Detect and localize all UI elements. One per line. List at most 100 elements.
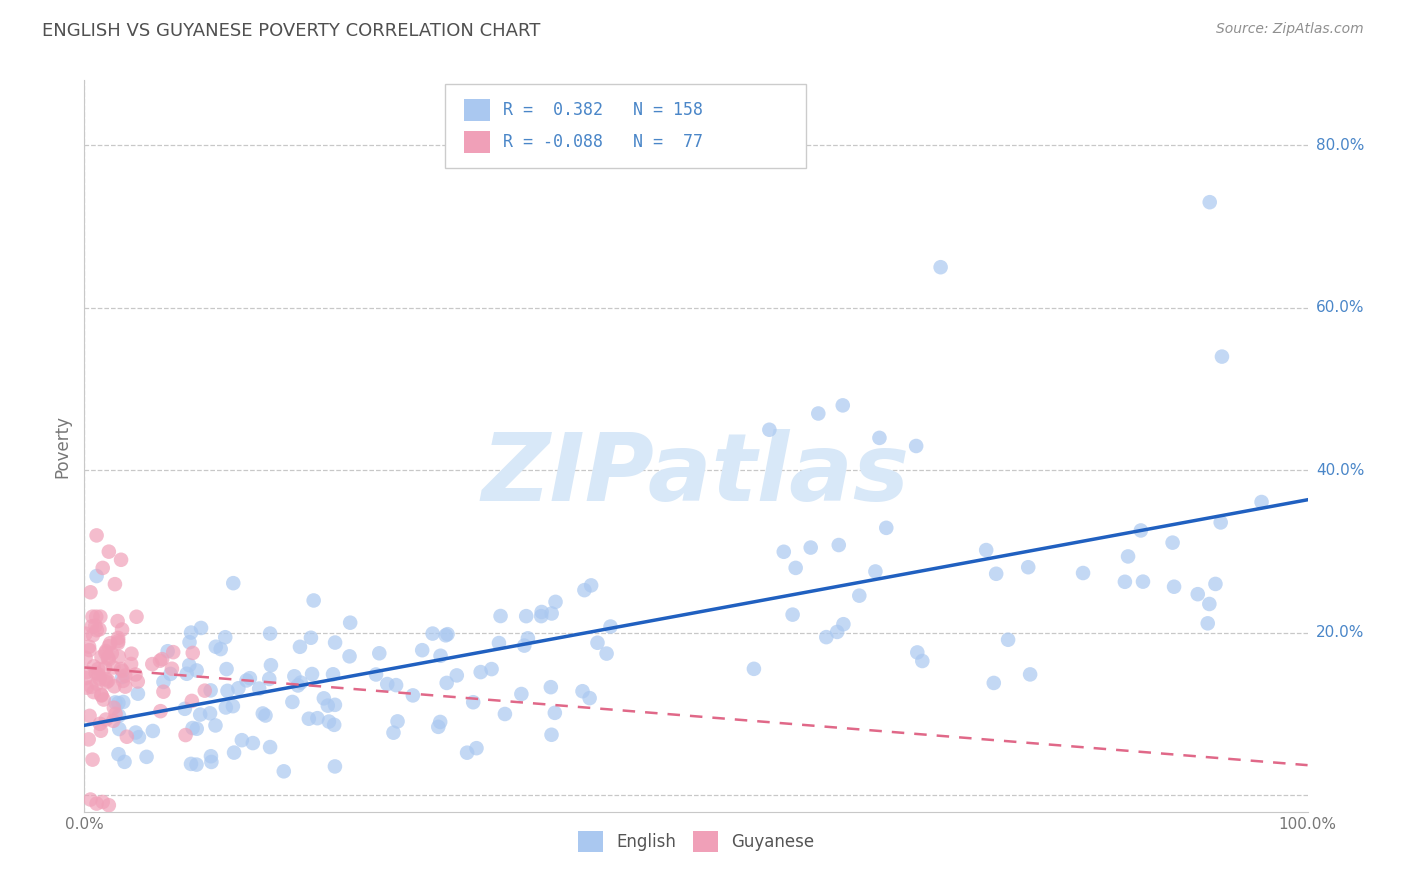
Point (128, 730, 150, 744)
Point (540, 607, 562, 621)
Point (214, 630, 236, 644)
Point (156, 644, 179, 658)
Point (247, 681, 270, 696)
Point (1161, 535, 1184, 549)
Point (595, 647, 617, 661)
Point (235, 673, 257, 688)
Point (186, 664, 208, 678)
Point (436, 627, 458, 641)
Point (87, 662, 110, 676)
Point (1198, 597, 1220, 611)
Point (785, 561, 807, 575)
Point (1071, 566, 1094, 580)
Point (217, 683, 239, 698)
Point (174, 728, 197, 742)
Point (1019, 667, 1042, 681)
Point (578, 691, 600, 706)
Point (159, 667, 181, 681)
Point (186, 757, 208, 772)
Point (91, 561, 114, 575)
Point (1114, 574, 1136, 589)
Point (98, 636, 121, 650)
Point (127, 674, 149, 689)
Point (1132, 574, 1154, 589)
Point (93, 692, 115, 706)
Point (1129, 524, 1152, 538)
Point (530, 609, 553, 624)
Point (200, 749, 222, 764)
Text: R =  0.382   N = 158: R = 0.382 N = 158 (503, 101, 703, 119)
Point (94, 713, 117, 727)
Point (107, 634, 129, 648)
Point (411, 643, 433, 657)
Point (179, 658, 201, 673)
Point (82, 753, 104, 767)
Point (929, 260, 952, 275)
Point (259, 740, 281, 755)
Point (228, 681, 250, 696)
Point (79, 792, 101, 806)
Point (90, 723, 112, 738)
Point (97, 673, 120, 688)
Point (84, 618, 107, 632)
Point (89, 672, 111, 686)
Point (427, 720, 450, 734)
Point (540, 680, 562, 694)
Point (120, 647, 142, 661)
Point (198, 706, 221, 721)
Point (124, 667, 146, 681)
FancyBboxPatch shape (464, 98, 491, 120)
FancyBboxPatch shape (446, 84, 806, 168)
Point (1211, 350, 1233, 364)
Point (1187, 587, 1209, 601)
Point (316, 698, 339, 713)
Point (115, 730, 138, 744)
Point (124, 725, 146, 739)
Point (162, 645, 184, 659)
Point (470, 665, 492, 679)
Text: 40.0%: 40.0% (1316, 463, 1364, 478)
Point (368, 646, 391, 660)
Point (79, 643, 101, 657)
Point (94, 646, 117, 660)
Point (259, 672, 281, 686)
Point (800, 541, 823, 555)
Point (974, 543, 997, 558)
Point (429, 714, 451, 729)
Point (281, 695, 304, 709)
Point (422, 626, 444, 640)
Point (200, 683, 222, 698)
Point (1163, 580, 1185, 594)
Point (127, 687, 149, 701)
Point (111, 623, 134, 637)
Point (91, 795, 114, 809)
Point (103, 679, 125, 693)
Point (516, 632, 538, 646)
Point (586, 636, 609, 650)
Point (544, 706, 567, 720)
Point (101, 647, 124, 661)
Point (446, 668, 468, 682)
Point (1198, 195, 1220, 210)
Point (125, 609, 148, 624)
Point (494, 706, 516, 721)
Point (97, 544, 120, 558)
Point (75, 650, 97, 665)
Point (77, 640, 100, 654)
Point (173, 702, 195, 716)
Point (103, 660, 125, 674)
Point (150, 652, 173, 666)
Point (82, 609, 104, 624)
Point (108, 722, 131, 736)
Point (79, 709, 101, 723)
Point (318, 714, 340, 729)
Point (513, 639, 536, 653)
Point (180, 756, 202, 771)
Point (1209, 516, 1232, 530)
Point (84, 609, 107, 624)
Point (200, 755, 222, 769)
Point (772, 545, 794, 559)
Text: ENGLISH VS GUYANESE POVERTY CORRELATION CHART: ENGLISH VS GUYANESE POVERTY CORRELATION … (42, 22, 540, 40)
Point (90, 688, 112, 702)
Point (242, 736, 264, 750)
